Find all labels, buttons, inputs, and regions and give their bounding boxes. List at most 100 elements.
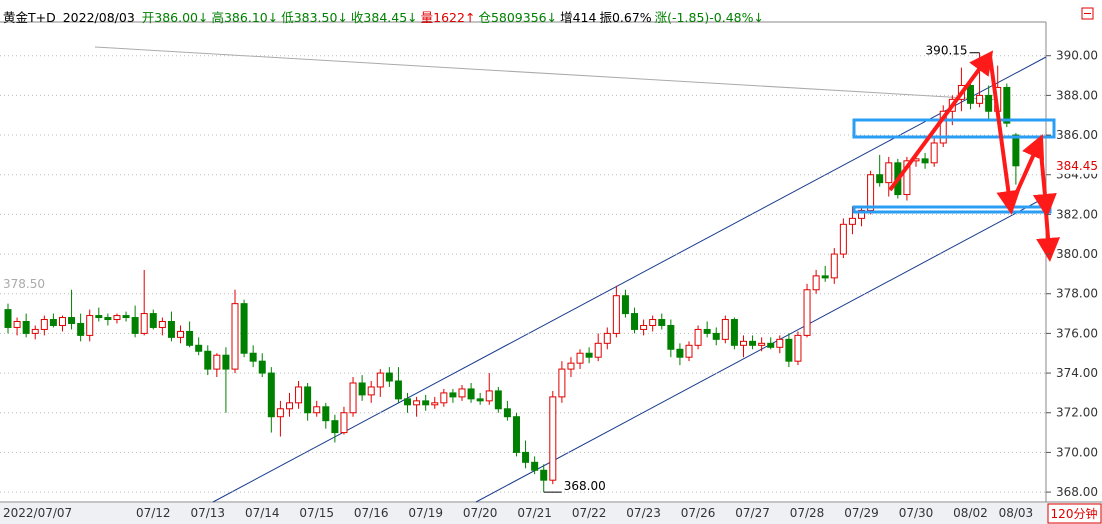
candle-body — [276, 408, 284, 418]
y-tick-label: 376.00 — [1056, 326, 1098, 340]
candle-body — [876, 174, 884, 184]
candle-body — [22, 321, 30, 334]
x-tick-label: 07/13 — [190, 506, 225, 520]
candle-body — [567, 362, 575, 370]
candle-body — [476, 398, 484, 402]
candle-body — [549, 396, 557, 481]
x-tick-label: 08/02 — [953, 506, 988, 520]
candle-body — [976, 94, 984, 104]
quote-field: 开386.00↓ — [141, 10, 209, 25]
date: 2022/08/03 — [62, 10, 135, 25]
candle-body — [749, 340, 757, 346]
candle-body — [522, 451, 530, 463]
x-tick-label: 07/27 — [735, 506, 770, 520]
quote-header: 黄金T+D 2022/08/03 开386.00↓ 高386.10↓ 低383.50… — [3, 7, 767, 26]
annotation-label: 368.00 — [564, 479, 606, 493]
candle-body — [58, 317, 66, 326]
x-axis-bar — [0, 503, 1102, 524]
candle-body — [167, 321, 175, 338]
x-tick-label: 07/21 — [517, 506, 552, 520]
last-price-label: 384.45 — [1056, 159, 1098, 173]
candle-body — [612, 295, 620, 334]
quote-field: 低383.50↓ — [281, 10, 348, 25]
candle-body — [213, 354, 221, 370]
last-price-bg — [1050, 157, 1100, 174]
candle-body — [349, 382, 357, 414]
x-tick-label: 07/20 — [463, 506, 498, 520]
candle-body — [531, 461, 539, 471]
channel-upper — [212, 56, 1047, 503]
candle-body — [803, 289, 811, 336]
candle-body — [512, 416, 520, 453]
candle-body — [68, 317, 76, 324]
candle-body — [104, 317, 112, 321]
x-tick-label: 07/30 — [899, 506, 934, 520]
candle-body — [839, 223, 847, 255]
symbol: 黄金T+D — [3, 10, 56, 25]
candle-body — [122, 315, 130, 319]
candle-body — [858, 209, 866, 219]
y-tick-label: 370.00 — [1056, 445, 1098, 459]
candle-body — [431, 402, 439, 406]
candle-body — [358, 382, 366, 396]
candle-body — [685, 344, 693, 358]
candle-body — [340, 412, 348, 434]
candle-body — [149, 313, 157, 328]
candle-body — [649, 319, 657, 326]
annotation-label: 390.15 — [926, 44, 968, 58]
candle-body — [794, 334, 802, 362]
candle-body — [394, 380, 402, 400]
candle-body — [739, 340, 747, 346]
candle-body — [13, 321, 21, 328]
arrow — [1032, 141, 1057, 218]
candle-body — [49, 319, 57, 326]
candle-body — [295, 386, 303, 404]
candle-body — [867, 174, 875, 211]
x-tick-label: 07/15 — [299, 506, 334, 520]
candle-body — [113, 315, 121, 321]
x-tick-label: 08/03 — [999, 506, 1034, 520]
quote-field: 涨(-1.85)-0.48%↓ — [654, 10, 764, 25]
arrow — [888, 50, 994, 192]
period-label[interactable]: 120分钟 — [1051, 506, 1098, 521]
quote-field: 收384.45↓ — [350, 10, 418, 25]
candle-body — [95, 315, 103, 319]
x-tick-label: 07/29 — [844, 506, 879, 520]
quote-field: 仓5809356↓ — [478, 10, 558, 25]
period-box[interactable] — [1047, 503, 1102, 524]
y-tick-label: 390.00 — [1056, 49, 1098, 63]
candle-body — [985, 94, 993, 112]
candle-body — [631, 313, 639, 330]
candle-body — [195, 344, 203, 352]
candle-body — [313, 406, 321, 414]
window-button[interactable] — [1081, 7, 1094, 20]
candle-body — [77, 322, 85, 336]
candle-body — [503, 408, 511, 418]
candle-body — [467, 388, 475, 400]
candle-body — [304, 386, 312, 414]
candle-body — [367, 386, 375, 396]
candle-body — [767, 342, 775, 348]
candle-body — [1012, 134, 1020, 167]
y-tick-label: 380.00 — [1056, 247, 1098, 261]
candle-body — [376, 372, 384, 388]
candle-body — [204, 350, 212, 370]
y-tick-label: 386.00 — [1056, 128, 1098, 142]
x-tick-label: 07/28 — [790, 506, 825, 520]
candle-body — [594, 342, 602, 358]
candle-body — [621, 295, 629, 315]
candle-body — [131, 317, 139, 334]
quote-field: 量1622↑ — [420, 10, 476, 25]
candle-body — [848, 217, 856, 225]
candle-body — [776, 338, 784, 348]
candle-body — [404, 398, 412, 406]
candle-body — [885, 162, 893, 184]
drawn-line — [94, 46, 1001, 101]
y-tick-label: 378.00 — [1056, 287, 1098, 301]
candle-body — [939, 110, 947, 144]
quote-field: 增414 — [560, 10, 597, 25]
candle-body — [585, 352, 593, 358]
x-tick-label: 07/23 — [626, 506, 661, 520]
candle-body — [785, 338, 793, 362]
candle-body — [903, 160, 911, 196]
